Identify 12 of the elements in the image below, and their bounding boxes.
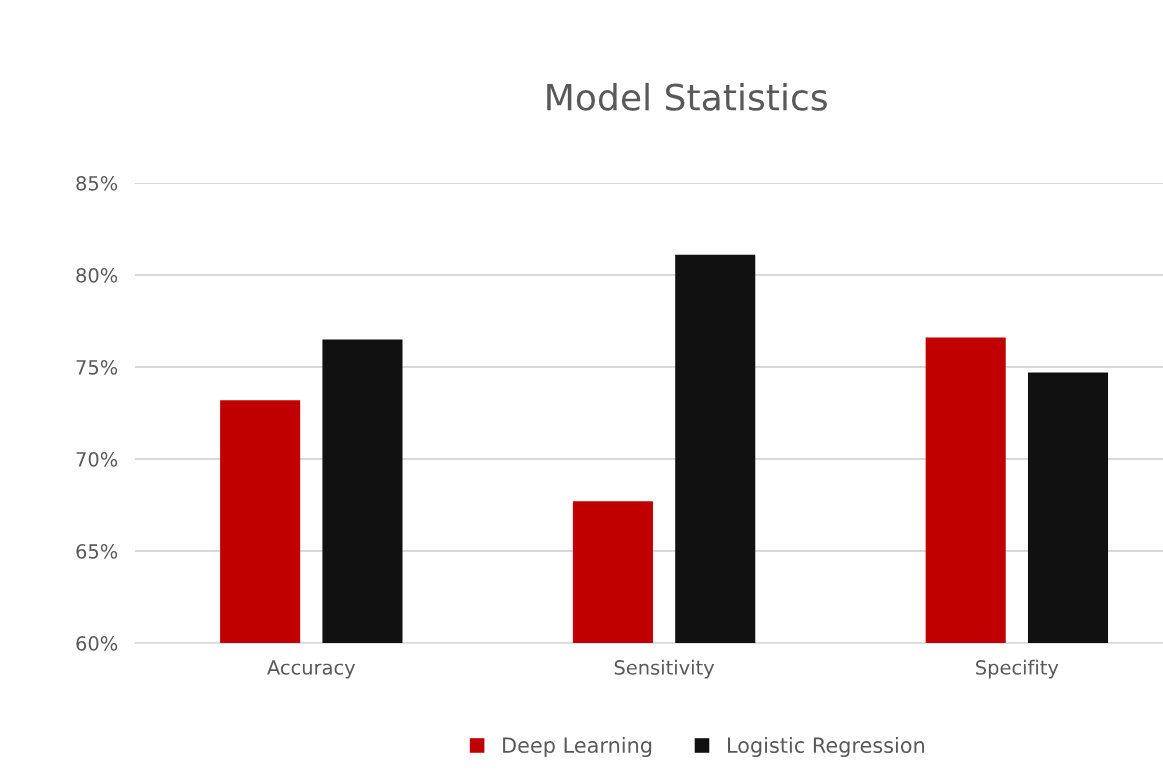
chart-title: Model Statistics bbox=[547, 82, 827, 111]
y-tick-label: 60% bbox=[76, 636, 118, 651]
x-tick-label: Accuracy bbox=[267, 660, 356, 679]
y-tick-label: 75% bbox=[76, 359, 118, 375]
x-tick-label: Specifity bbox=[976, 659, 1059, 679]
legend-label: Logistic Regression bbox=[728, 736, 925, 758]
y-tick-label: 80% bbox=[76, 267, 118, 283]
y-tick-label: 65% bbox=[76, 544, 118, 559]
y-tick-label: 70% bbox=[76, 451, 118, 467]
x-tick-label: Sensitivity bbox=[614, 659, 715, 679]
y-tick-label: 85% bbox=[76, 175, 118, 191]
legend-label: Deep Learning bbox=[503, 736, 652, 758]
